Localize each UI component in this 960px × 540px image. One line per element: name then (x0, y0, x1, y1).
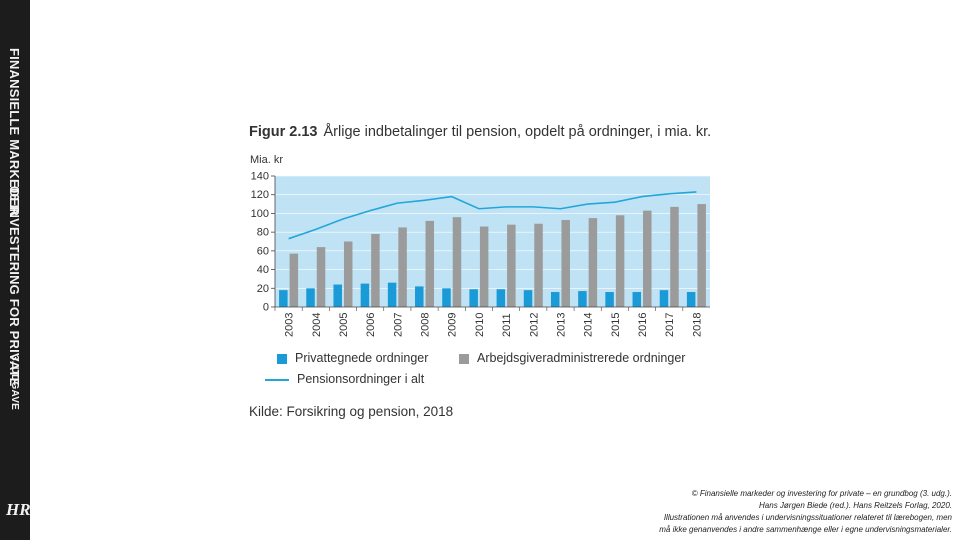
bar-arbejdsgiver (697, 204, 706, 307)
x-tick-label: 2011 (501, 313, 513, 337)
bar-arbejdsgiver (588, 218, 598, 307)
bar-privat (578, 291, 587, 307)
x-tick-label: 2005 (338, 313, 350, 337)
x-tick-label: 2009 (447, 313, 459, 337)
bar-privat (360, 283, 370, 307)
legend-item-arbejdsgiver: Arbejdsgiveradministrerede ordninger (459, 351, 685, 365)
bar-privat (469, 289, 478, 307)
bar-arbejdsgiver (425, 220, 435, 307)
copyright-line: Illustrationen må anvendes i undervisnin… (663, 513, 952, 522)
sidebar-edition: 3. UDGAVE (9, 355, 20, 410)
figure-label: Figur 2.13 (249, 124, 318, 140)
y-axis-label: Mia. kr (250, 154, 283, 166)
x-tick-label: 2015 (610, 313, 622, 337)
y-tick-label: 40 (257, 264, 269, 276)
y-tick-label: 120 (251, 189, 269, 201)
x-tick-label: 2012 (528, 313, 540, 337)
x-tick-label: 2017 (664, 313, 676, 337)
bar-privat (306, 288, 315, 307)
legend-label-privat: Privattegnede ordninger (295, 351, 429, 365)
bar-privat (550, 292, 560, 307)
x-tick-label: 2004 (311, 313, 323, 337)
y-tick-label: 20 (257, 283, 269, 295)
bar-privat (415, 286, 424, 307)
x-tick-label: 2006 (365, 313, 377, 337)
bar-arbejdsgiver (398, 227, 407, 307)
y-tick-label: 0 (263, 302, 269, 314)
pension-chart: 0 20 40 60 80 100 120 140 Mia. kr 2003 2004 2005 200… (250, 154, 710, 337)
y-tick-label: 140 (251, 171, 269, 183)
x-tick-label: 2010 (474, 313, 486, 337)
figure-source: Kilde: Forsikring og pension, 2018 (249, 404, 454, 419)
bar-privat (442, 288, 451, 307)
bar-arbejdsgiver (371, 234, 380, 307)
copyright-notice: © Finansielle markeder og investering fo… (552, 488, 952, 536)
figure-title: Figur 2.13 Årlige indbetalinger til pensi… (249, 124, 711, 140)
copyright-line: © Finansielle markeder og investering fo… (691, 489, 952, 498)
x-tick-label: 2008 (420, 313, 432, 337)
bar-arbejdsgiver (343, 241, 353, 307)
bar-privat (523, 290, 533, 307)
legend-swatch-arbejdsgiver (459, 353, 469, 364)
y-tick-label: 60 (257, 245, 269, 257)
bar-arbejdsgiver (534, 223, 543, 307)
bar-arbejdsgiver (479, 226, 489, 307)
copyright-line: Hans Jørgen Biede (red.). Hans Reitzels … (759, 501, 952, 510)
x-tick-label: 2014 (583, 313, 595, 337)
publisher-logo: HR (6, 500, 31, 519)
x-tick-label: 2003 (284, 313, 296, 337)
x-tick-label: 2016 (637, 313, 649, 337)
bar-arbejdsgiver (507, 224, 516, 307)
figure-title-text: Årlige indbetalinger til pension, opdelt… (323, 124, 712, 140)
x-tick-label: 2018 (691, 313, 703, 337)
bar-privat (686, 292, 696, 307)
legend-swatch-privat (277, 353, 287, 364)
copyright-line: må ikke genanvendes i andre sammenhænge … (659, 525, 952, 534)
bar-privat (659, 290, 669, 307)
bar-privat (279, 290, 288, 307)
legend-item-privat: Privattegnede ordninger (277, 351, 428, 365)
bar-arbejdsgiver (615, 215, 625, 307)
series-line-total (288, 191, 697, 240)
bar-privat (632, 292, 642, 307)
legend-line-total (265, 378, 289, 381)
legend-item-total: Pensionsordninger i alt (265, 372, 424, 386)
bar-arbejdsgiver (316, 247, 326, 307)
legend-label-arbejdsgiver: Arbejdsgiveradministrerede ordninger (477, 351, 686, 365)
bar-arbejdsgiver (643, 210, 652, 307)
y-tick-label: 100 (251, 208, 269, 220)
bar-privat (333, 284, 342, 307)
bar-arbejdsgiver (561, 219, 570, 307)
bar-arbejdsgiver (452, 217, 462, 307)
bar-arbejdsgiver (289, 253, 299, 307)
x-tick-label: 2007 (392, 313, 404, 337)
bar-arbejdsgiver (670, 206, 679, 307)
bar-privat (496, 289, 506, 307)
bar-privat (387, 282, 397, 307)
y-tick-label: 80 (257, 227, 269, 239)
bar-privat (605, 292, 614, 307)
legend-label-total: Pensionsordninger i alt (297, 372, 425, 386)
x-tick-label: 2013 (555, 313, 567, 337)
sidebar: FINANSIELLE MARKEDER 06 INVESTERING FOR … (0, 0, 31, 540)
